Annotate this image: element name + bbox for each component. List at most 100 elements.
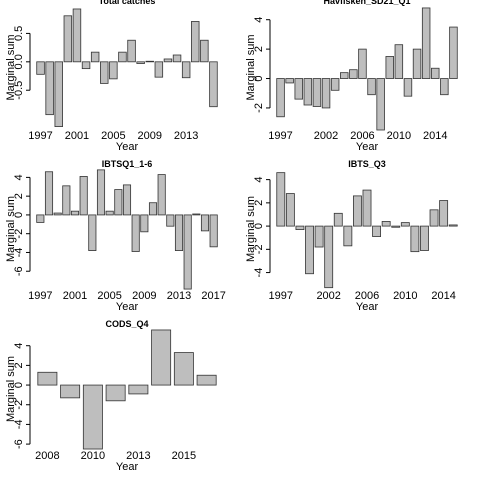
y-tick-label: 4 [253, 17, 265, 23]
bar [36, 61, 45, 75]
x-tick-label: 2005 [101, 130, 125, 142]
x-tick-label: 1997 [268, 130, 292, 142]
bar [439, 200, 449, 227]
x-tick-label: 2013 [126, 450, 150, 462]
bar [45, 61, 54, 116]
bar [174, 214, 184, 251]
bar [122, 184, 132, 216]
bar [63, 15, 73, 63]
bar [105, 384, 126, 402]
bar [200, 39, 209, 63]
bar [62, 185, 71, 216]
bar [391, 225, 401, 228]
bar [412, 48, 422, 79]
bar [173, 352, 194, 386]
y-axis-label: Marginal sum [245, 34, 257, 100]
bar [82, 384, 103, 450]
bar [72, 8, 82, 63]
panel-title: IBTS_Q3 [348, 159, 386, 169]
bar [295, 225, 305, 230]
x-tick-label: 1997 [28, 290, 52, 302]
y-axis-label: Marginal sum [5, 34, 17, 100]
panel-title: CODS_Q4 [105, 319, 148, 329]
bar [209, 61, 218, 108]
y-tick-label: -6 [13, 439, 25, 449]
bar [151, 329, 172, 386]
bar [105, 210, 114, 216]
x-tick-label: 2013 [174, 130, 198, 142]
bar [367, 78, 376, 96]
y-axis-label: Marginal sum [5, 196, 17, 262]
y-tick-label: -2 [253, 103, 265, 113]
bar [303, 78, 313, 106]
bar [362, 189, 372, 227]
bar [114, 189, 123, 216]
bar [448, 224, 458, 227]
bar [90, 51, 100, 63]
bar [192, 213, 201, 216]
bar [172, 54, 182, 63]
bar [96, 169, 106, 216]
bar [324, 225, 334, 289]
bar [276, 78, 285, 118]
bar [100, 61, 109, 84]
bar [314, 225, 324, 248]
y-tick-label: -2 [13, 400, 25, 410]
x-tick-label: 2002 [314, 130, 338, 142]
y-tick-label: 0 [253, 75, 265, 81]
bar [321, 78, 331, 109]
bar [145, 60, 154, 63]
bar [88, 214, 97, 251]
bar [53, 212, 62, 216]
y-tick-label: -4 [13, 248, 25, 258]
panel-title: IBTSQ1_1-6 [102, 159, 153, 169]
y-tick-label: 2 [253, 200, 265, 206]
y-axis-label: Marginal sum [5, 356, 17, 422]
x-tick-label: 2010 [393, 290, 417, 302]
x-tick-label: 2008 [35, 450, 59, 462]
bar [403, 78, 413, 97]
y-tick-label: 0 [13, 212, 25, 218]
bar [140, 214, 149, 233]
bar [131, 214, 140, 252]
bar [421, 7, 431, 79]
bar [285, 193, 295, 227]
bar [358, 48, 367, 79]
bar [79, 176, 88, 216]
bar [429, 209, 439, 227]
bar [109, 61, 118, 80]
bar [191, 21, 200, 63]
x-tick-label: 1997 [269, 290, 293, 302]
bar [148, 202, 158, 216]
bar [352, 195, 362, 227]
bar [181, 61, 191, 79]
bar [44, 171, 54, 216]
y-tick-label: 2 [13, 193, 25, 199]
bar [60, 384, 81, 399]
y-tick-label: -0.5 [13, 81, 25, 100]
x-tick-label: 2006 [350, 130, 374, 142]
x-tick-label: 2010 [387, 130, 411, 142]
y-tick-label: -4 [13, 420, 25, 430]
bar [312, 78, 322, 107]
bar [410, 225, 420, 253]
bar [330, 78, 340, 91]
x-tick-label: 2013 [167, 290, 191, 302]
x-axis-label: Year [116, 141, 139, 153]
bar [449, 26, 458, 79]
bar [200, 214, 210, 232]
x-tick-label: 2005 [97, 290, 121, 302]
bar [372, 225, 382, 237]
y-tick-label: -2 [13, 229, 25, 239]
x-tick-label: 2001 [63, 290, 87, 302]
bar [157, 174, 166, 216]
bar [305, 225, 314, 275]
y-tick-label: 4 [13, 343, 25, 349]
x-axis-label: Year [116, 301, 139, 313]
bar [276, 172, 286, 227]
y-tick-label: 2 [253, 46, 265, 52]
bar [376, 78, 385, 131]
bar [128, 384, 149, 395]
bar [400, 222, 410, 227]
y-tick-label: 0 [13, 382, 25, 388]
